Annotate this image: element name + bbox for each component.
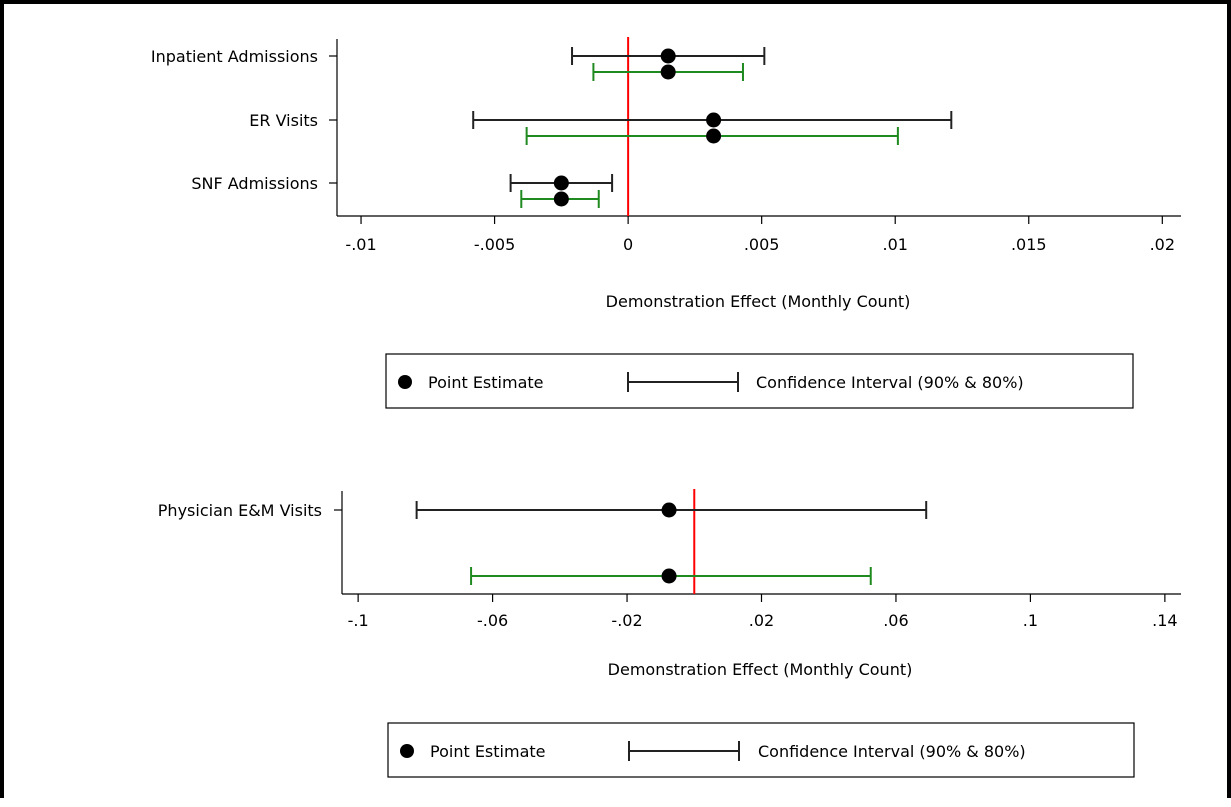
x-tick-label: .015: [1011, 235, 1047, 254]
legend-box: Point Estimate Confidence Interval (90% …: [386, 354, 1133, 408]
x-tick-label: .1: [1023, 611, 1038, 630]
category-label: Inpatient Admissions: [151, 47, 318, 66]
legend-point-marker: [398, 375, 412, 389]
chart-panel-bottom: -.1 -.06 -.02 .02 .06 .1 .14 Physician E&M Visi…: [158, 489, 1181, 777]
panel-marks: -.01 -.005 0 .005 .01 .015 .02 Inpatient Admiss…: [151, 37, 1181, 254]
x-tick-label: -.1: [348, 611, 369, 630]
category-label: SNF Admissions: [191, 174, 318, 193]
legend-point-marker: [400, 744, 414, 758]
legend-ci-label: Confidence Interval (90% & 80%): [756, 373, 1024, 392]
point-estimate-marker: [706, 113, 721, 128]
point-estimate-marker: [554, 192, 569, 207]
category-label: Physician E&M Visits: [158, 501, 322, 520]
x-tick-label: -.06: [477, 611, 508, 630]
category-label: ER Visits: [249, 111, 318, 130]
x-tick-label: -.005: [474, 235, 515, 254]
point-estimate-marker: [662, 503, 677, 518]
legend-ci-label: Confidence Interval (90% & 80%): [758, 742, 1026, 761]
x-tick-label: -.01: [345, 235, 376, 254]
x-tick-label: 0: [623, 235, 633, 254]
x-axis-title: Demonstration Effect (Monthly Count): [606, 292, 911, 311]
x-tick-label: -.02: [611, 611, 642, 630]
x-tick-label: .005: [744, 235, 780, 254]
figure-canvas: -.01 -.005 0 .005 .01 .015 .02 Inpatient Admiss…: [4, 4, 1231, 802]
point-estimate-marker: [662, 569, 677, 584]
x-tick-label: .02: [749, 611, 774, 630]
point-estimate-marker: [706, 129, 721, 144]
point-estimate-marker: [661, 49, 676, 64]
x-tick-label: .14: [1152, 611, 1177, 630]
x-tick-label: .02: [1150, 235, 1175, 254]
x-tick-label: .06: [883, 611, 908, 630]
panel-marks: -.1 -.06 -.02 .02 .06 .1 .14 Physician E&M Visi…: [158, 489, 1181, 630]
point-estimate-marker: [554, 176, 569, 191]
legend-point-label: Point Estimate: [430, 742, 545, 761]
x-axis-title: Demonstration Effect (Monthly Count): [608, 660, 913, 679]
point-estimate-marker: [661, 65, 676, 80]
legend-box: Point Estimate Confidence Interval (90% …: [388, 723, 1134, 777]
legend-point-label: Point Estimate: [428, 373, 543, 392]
chart-panel-top: -.01 -.005 0 .005 .01 .015 .02 Inpatient Admiss…: [151, 37, 1181, 408]
x-tick-label: .01: [882, 235, 907, 254]
